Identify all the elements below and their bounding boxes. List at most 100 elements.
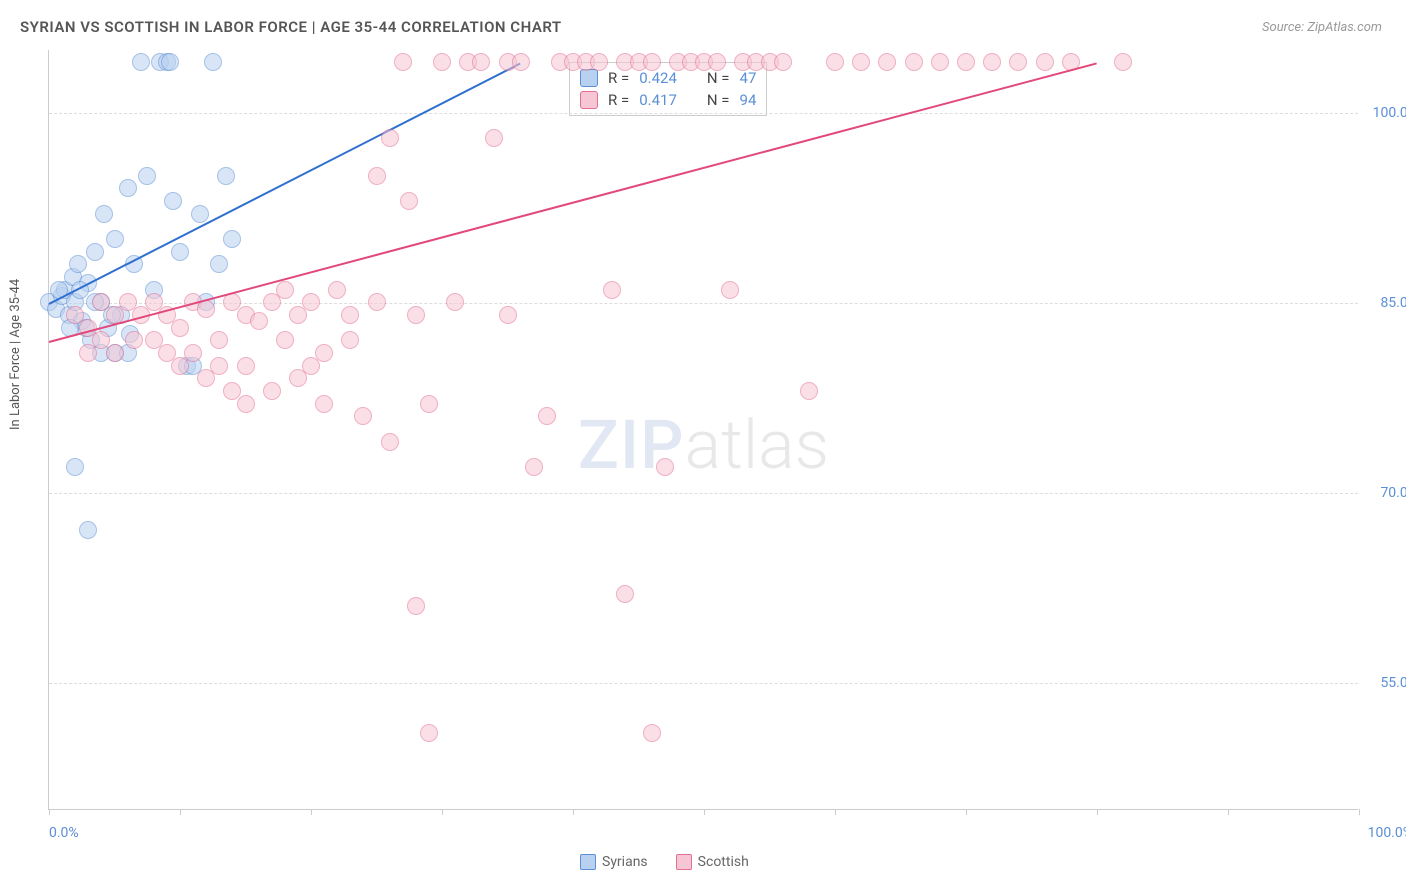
- x-tick: [1097, 809, 1098, 815]
- scatter-point: [381, 433, 399, 451]
- legend-n-value: 47: [740, 69, 757, 87]
- scatter-point: [210, 331, 228, 349]
- legend-n-value: 94: [740, 91, 757, 109]
- scatter-point: [354, 407, 372, 425]
- scatter-point: [223, 230, 241, 248]
- watermark: ZIPatlas: [578, 405, 829, 485]
- scatter-point: [472, 53, 490, 71]
- scatter-point: [210, 357, 228, 375]
- scatter-point: [341, 331, 359, 349]
- scatter-point: [721, 281, 739, 299]
- scatter-point: [171, 319, 189, 337]
- x-tick-label: 100.0%: [1368, 825, 1406, 841]
- scatter-point: [603, 281, 621, 299]
- scatter-point: [341, 306, 359, 324]
- scatter-point: [237, 357, 255, 375]
- y-tick-label: 55.0%: [1363, 675, 1406, 691]
- x-tick: [1228, 809, 1229, 815]
- scatter-point: [79, 344, 97, 362]
- x-tick: [442, 809, 443, 815]
- x-tick: [180, 809, 181, 815]
- scatter-point: [315, 344, 333, 362]
- scatter-point: [210, 255, 228, 273]
- scatter-point: [446, 293, 464, 311]
- scatter-point: [79, 521, 97, 539]
- scatter-point: [878, 53, 896, 71]
- x-tick: [704, 809, 705, 815]
- scatter-point: [538, 407, 556, 425]
- x-tick: [835, 809, 836, 815]
- legend-n-label: N =: [707, 69, 730, 87]
- scatter-point: [407, 597, 425, 615]
- scatter-point: [302, 293, 320, 311]
- legend-r-label: R =: [608, 69, 629, 87]
- legend-r-label: R =: [608, 91, 629, 109]
- legend-row: R = 0.417 N = 94: [580, 89, 756, 111]
- scatter-plot-area: ZIPatlas R =0.424N =47R =0.417N =94 55.0…: [48, 50, 1358, 810]
- scatter-point: [499, 306, 517, 324]
- gridline-h: [49, 683, 1358, 684]
- scatter-point: [381, 129, 399, 147]
- scatter-point: [276, 331, 294, 349]
- scatter-point: [1036, 53, 1054, 71]
- scatter-point: [590, 53, 608, 71]
- legend-n-label: N =: [707, 91, 730, 109]
- scatter-point: [250, 312, 268, 330]
- scatter-point: [800, 382, 818, 400]
- scatter-point: [171, 243, 189, 261]
- scatter-point: [905, 53, 923, 71]
- scatter-point: [368, 167, 386, 185]
- scatter-point: [191, 205, 209, 223]
- x-tick: [49, 809, 50, 815]
- legend-swatch: [580, 69, 598, 87]
- legend-swatch: [580, 854, 596, 870]
- scatter-point: [276, 281, 294, 299]
- legend-label: Scottish: [698, 854, 749, 870]
- scatter-point: [289, 369, 307, 387]
- scatter-point: [161, 53, 179, 71]
- scatter-point: [204, 53, 222, 71]
- scatter-point: [852, 53, 870, 71]
- scatter-point: [217, 167, 235, 185]
- chart-title: SYRIAN VS SCOTTISH IN LABOR FORCE | AGE …: [20, 18, 562, 36]
- scatter-point: [119, 179, 137, 197]
- legend-r-value: 0.424: [639, 69, 677, 87]
- scatter-point: [125, 331, 143, 349]
- scatter-point: [525, 458, 543, 476]
- legend-swatch: [580, 91, 598, 109]
- scatter-point: [132, 53, 150, 71]
- scatter-point: [328, 281, 346, 299]
- scatter-point: [315, 395, 333, 413]
- x-tick: [573, 809, 574, 815]
- scatter-point: [394, 53, 412, 71]
- scatter-point: [95, 205, 113, 223]
- y-axis-label: In Labor Force | Age 35-44: [8, 279, 23, 430]
- scatter-point: [420, 395, 438, 413]
- source-attribution: Source: ZipAtlas.com: [1262, 20, 1382, 35]
- scatter-point: [708, 53, 726, 71]
- scatter-point: [368, 293, 386, 311]
- legend-item: Scottish: [676, 854, 749, 870]
- gridline-h: [49, 303, 1358, 304]
- scatter-point: [774, 53, 792, 71]
- scatter-point: [86, 243, 104, 261]
- legend-swatch: [676, 854, 692, 870]
- scatter-point: [656, 458, 674, 476]
- scatter-point: [485, 129, 503, 147]
- scatter-point: [616, 585, 634, 603]
- scatter-point: [138, 167, 156, 185]
- scatter-point: [433, 53, 451, 71]
- scatter-point: [931, 53, 949, 71]
- watermark-part2: atlas: [685, 405, 830, 485]
- scatter-point: [66, 458, 84, 476]
- x-tick: [966, 809, 967, 815]
- legend-r-value: 0.417: [639, 91, 677, 109]
- series-legend: Syrians Scottish: [580, 854, 749, 870]
- scatter-point: [69, 255, 87, 273]
- scatter-point: [184, 344, 202, 362]
- scatter-point: [237, 395, 255, 413]
- scatter-point: [1009, 53, 1027, 71]
- scatter-point: [983, 53, 1001, 71]
- legend-item: Syrians: [580, 854, 648, 870]
- y-tick-label: 100.0%: [1363, 105, 1406, 121]
